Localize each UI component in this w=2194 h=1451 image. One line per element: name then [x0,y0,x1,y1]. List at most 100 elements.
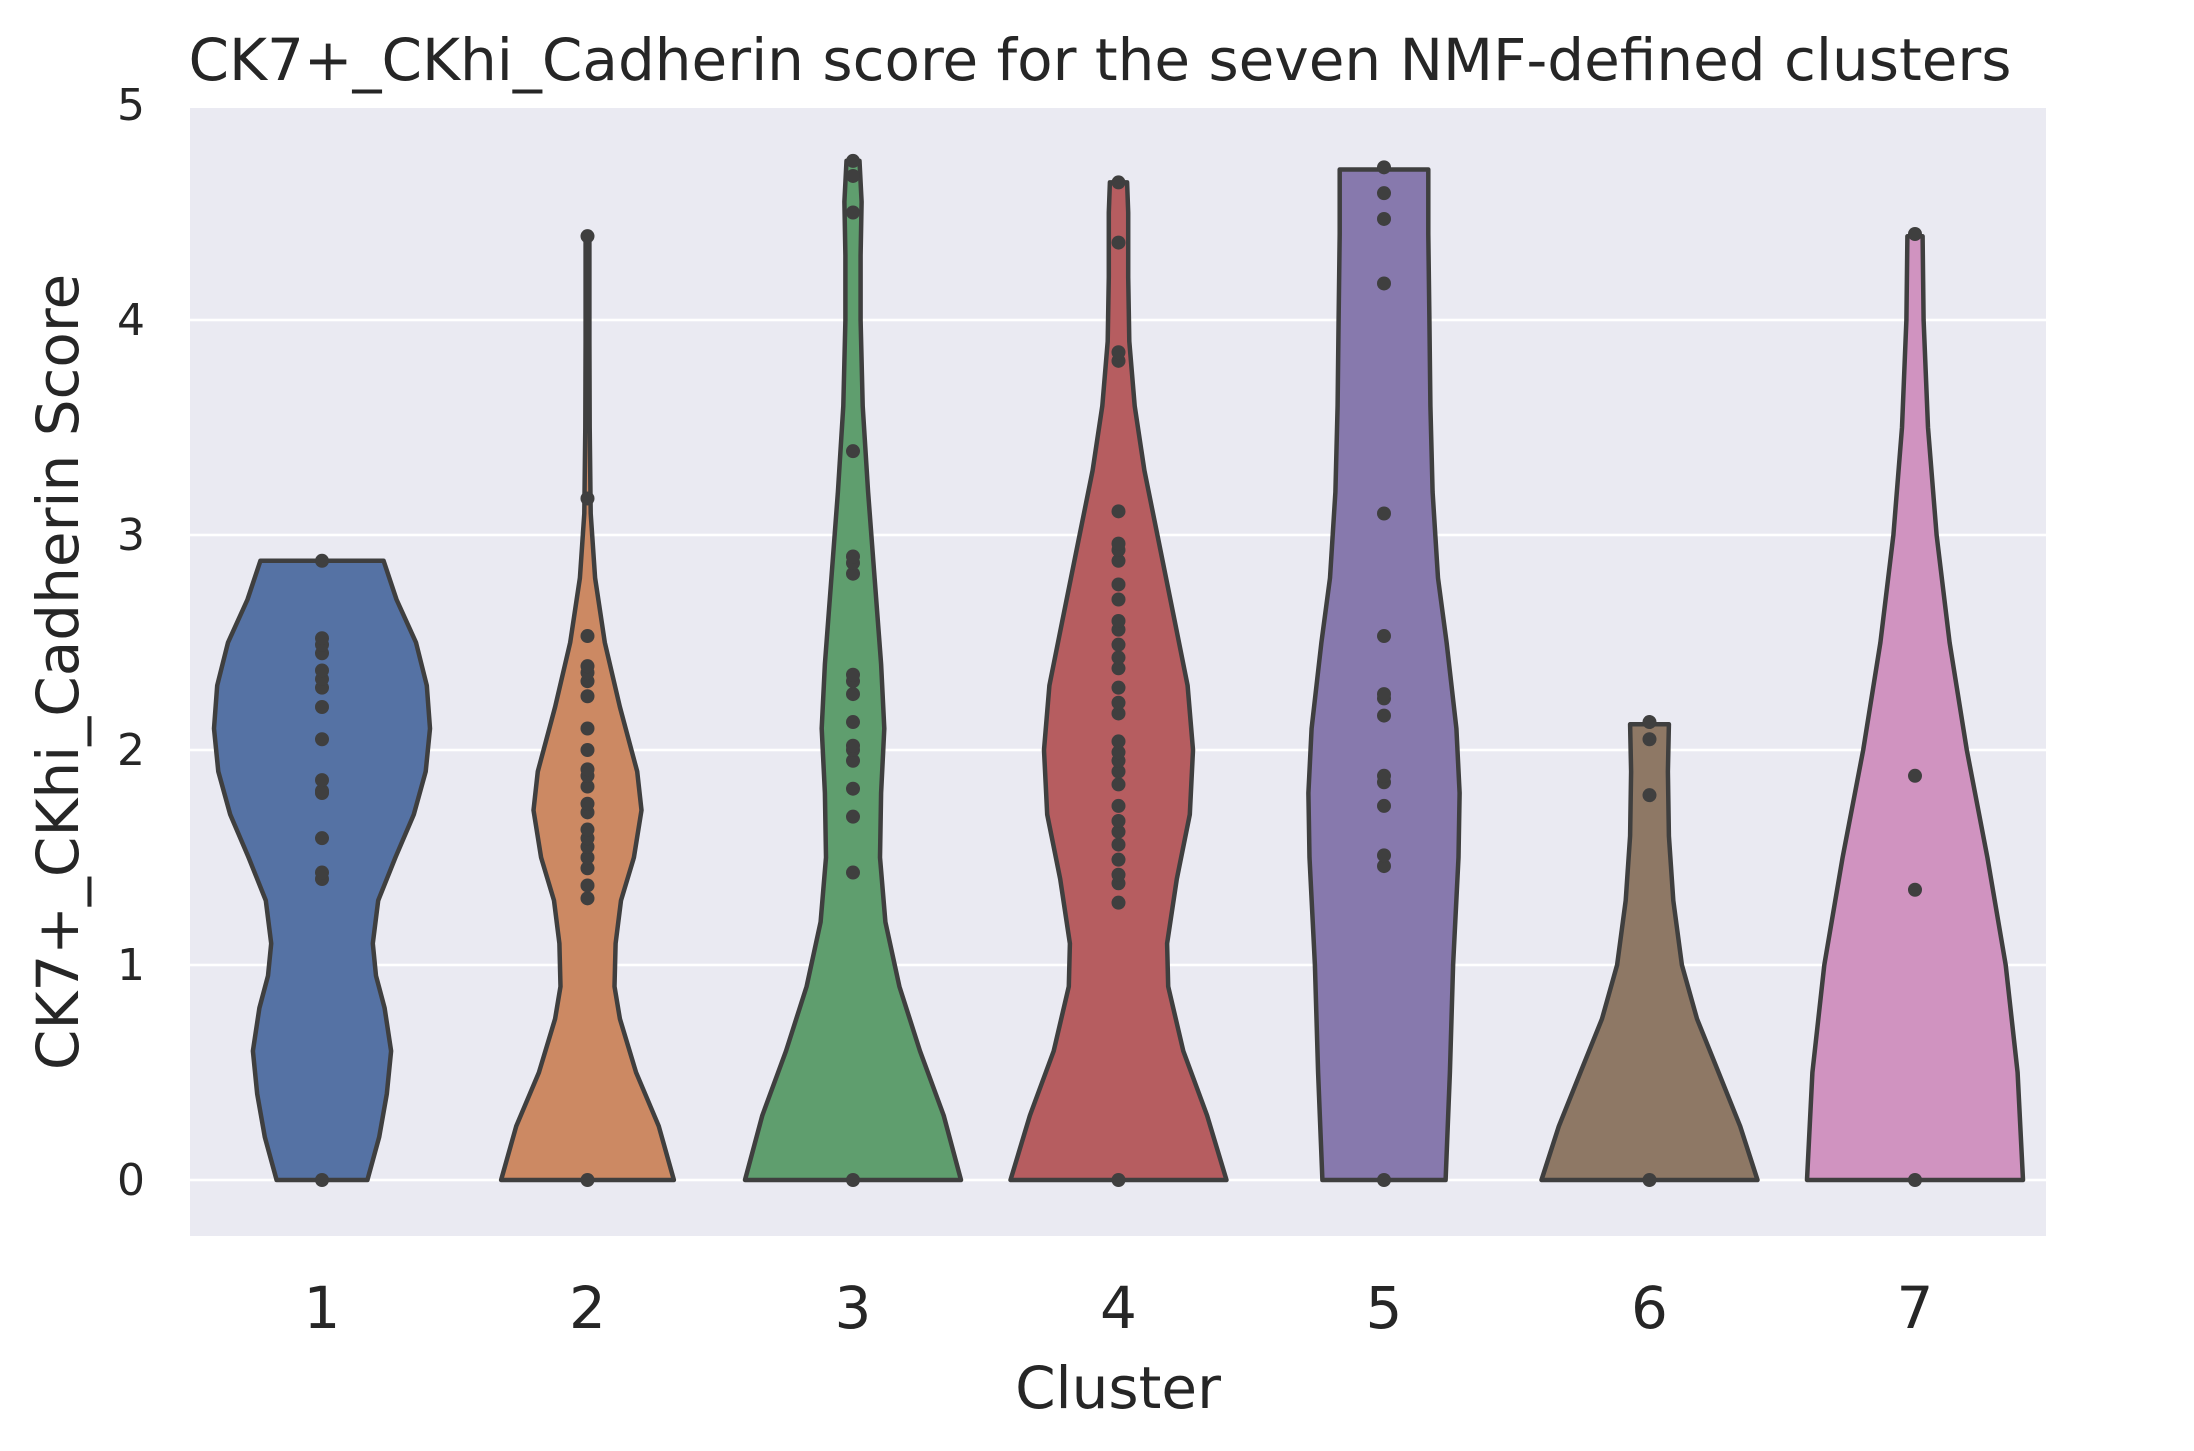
data-point [315,1173,329,1187]
data-point [1908,768,1922,783]
chart-title: CK7+_CKhi_Cadherin score for the seven N… [188,26,2011,94]
data-point [1111,553,1126,568]
data-point [580,689,595,704]
data-point [580,743,595,757]
data-point [315,732,329,747]
data-point [1111,824,1126,839]
data-point [1111,745,1126,760]
data-point [1111,235,1126,250]
data-point [1111,175,1126,190]
data-point [580,721,595,736]
x-tick-label: 1 [304,1274,341,1342]
x-tick-label: 4 [1100,1274,1137,1342]
data-point [846,738,860,753]
violin-cluster-7 [1804,233,2026,1183]
data-point [580,491,595,506]
data-point [1111,637,1126,652]
data-point [1377,1173,1391,1187]
data-point [1111,680,1126,695]
x-axis-label: Cluster [1015,1354,1221,1422]
data-point [1111,614,1126,628]
data-point [1111,536,1126,551]
x-tick-label: 6 [1631,1274,1668,1342]
data-point [1111,895,1126,910]
y-tick-label: 4 [117,295,145,346]
data-point [1111,1173,1126,1187]
data-point [1377,276,1391,291]
data-point [846,781,860,796]
data-point [1908,227,1922,241]
data-point [580,891,595,906]
data-point [1377,186,1391,201]
data-point [1111,837,1126,852]
data-point [1642,1173,1657,1187]
violin-cluster-6 [1539,721,1760,1183]
data-point [1908,882,1922,897]
data-point [846,1173,860,1187]
data-point [1111,764,1126,779]
x-tick-label: 3 [835,1274,872,1342]
y-tick-labels: 0 1 2 3 4 5 [117,80,145,1206]
data-point [846,153,860,168]
y-tick-label: 5 [117,80,145,131]
data-point [580,1173,595,1187]
data-point [1111,661,1126,676]
data-point [1377,708,1391,723]
data-point [846,168,860,183]
data-point [580,229,595,244]
data-point [846,753,860,768]
data-point [1111,706,1126,721]
data-point [1111,852,1126,867]
violin-cluster-5 [1306,167,1462,1183]
data-point [1377,506,1391,521]
data-point [1111,650,1126,665]
y-tick-label: 0 [117,1155,145,1206]
data-point [1642,732,1657,747]
data-point [1377,859,1391,874]
data-point-group [315,153,1922,1187]
data-point [1111,798,1126,813]
data-point [1377,211,1391,226]
data-point [1908,1173,1922,1187]
data-point [1377,629,1391,644]
data-point [1111,867,1126,882]
data-point [846,715,860,730]
data-point [315,631,329,646]
data-point [315,553,329,568]
data-point [1377,160,1391,175]
data-point [580,878,595,893]
data-point [315,865,329,880]
data-point [315,831,329,846]
data-point [315,773,329,788]
x-tick-label: 2 [569,1274,606,1342]
data-point [580,779,595,794]
data-point [1111,695,1126,710]
data-point [580,629,595,644]
data-point [1642,788,1657,803]
data-point [1111,734,1126,749]
y-tick-label: 2 [117,725,145,776]
data-point [1377,687,1391,702]
x-tick-labels: 1 2 3 4 5 6 7 [304,1274,1934,1342]
data-point [846,566,860,581]
data-point [580,822,595,837]
data-point [1111,345,1126,360]
data-point [1111,504,1126,519]
y-tick-label: 3 [117,510,145,561]
data-point [846,444,860,459]
data-point [846,865,860,880]
data-point [1111,577,1126,592]
data-point [1111,813,1126,828]
data-point [580,796,595,811]
data-point [315,783,329,798]
data-point [1111,592,1126,607]
data-point [846,809,860,824]
x-tick-label: 5 [1366,1274,1403,1342]
data-point [580,762,595,777]
data-point [1377,768,1391,783]
data-point [1377,798,1391,813]
data-point [580,850,595,865]
data-point [1377,848,1391,863]
data-point [315,700,329,714]
